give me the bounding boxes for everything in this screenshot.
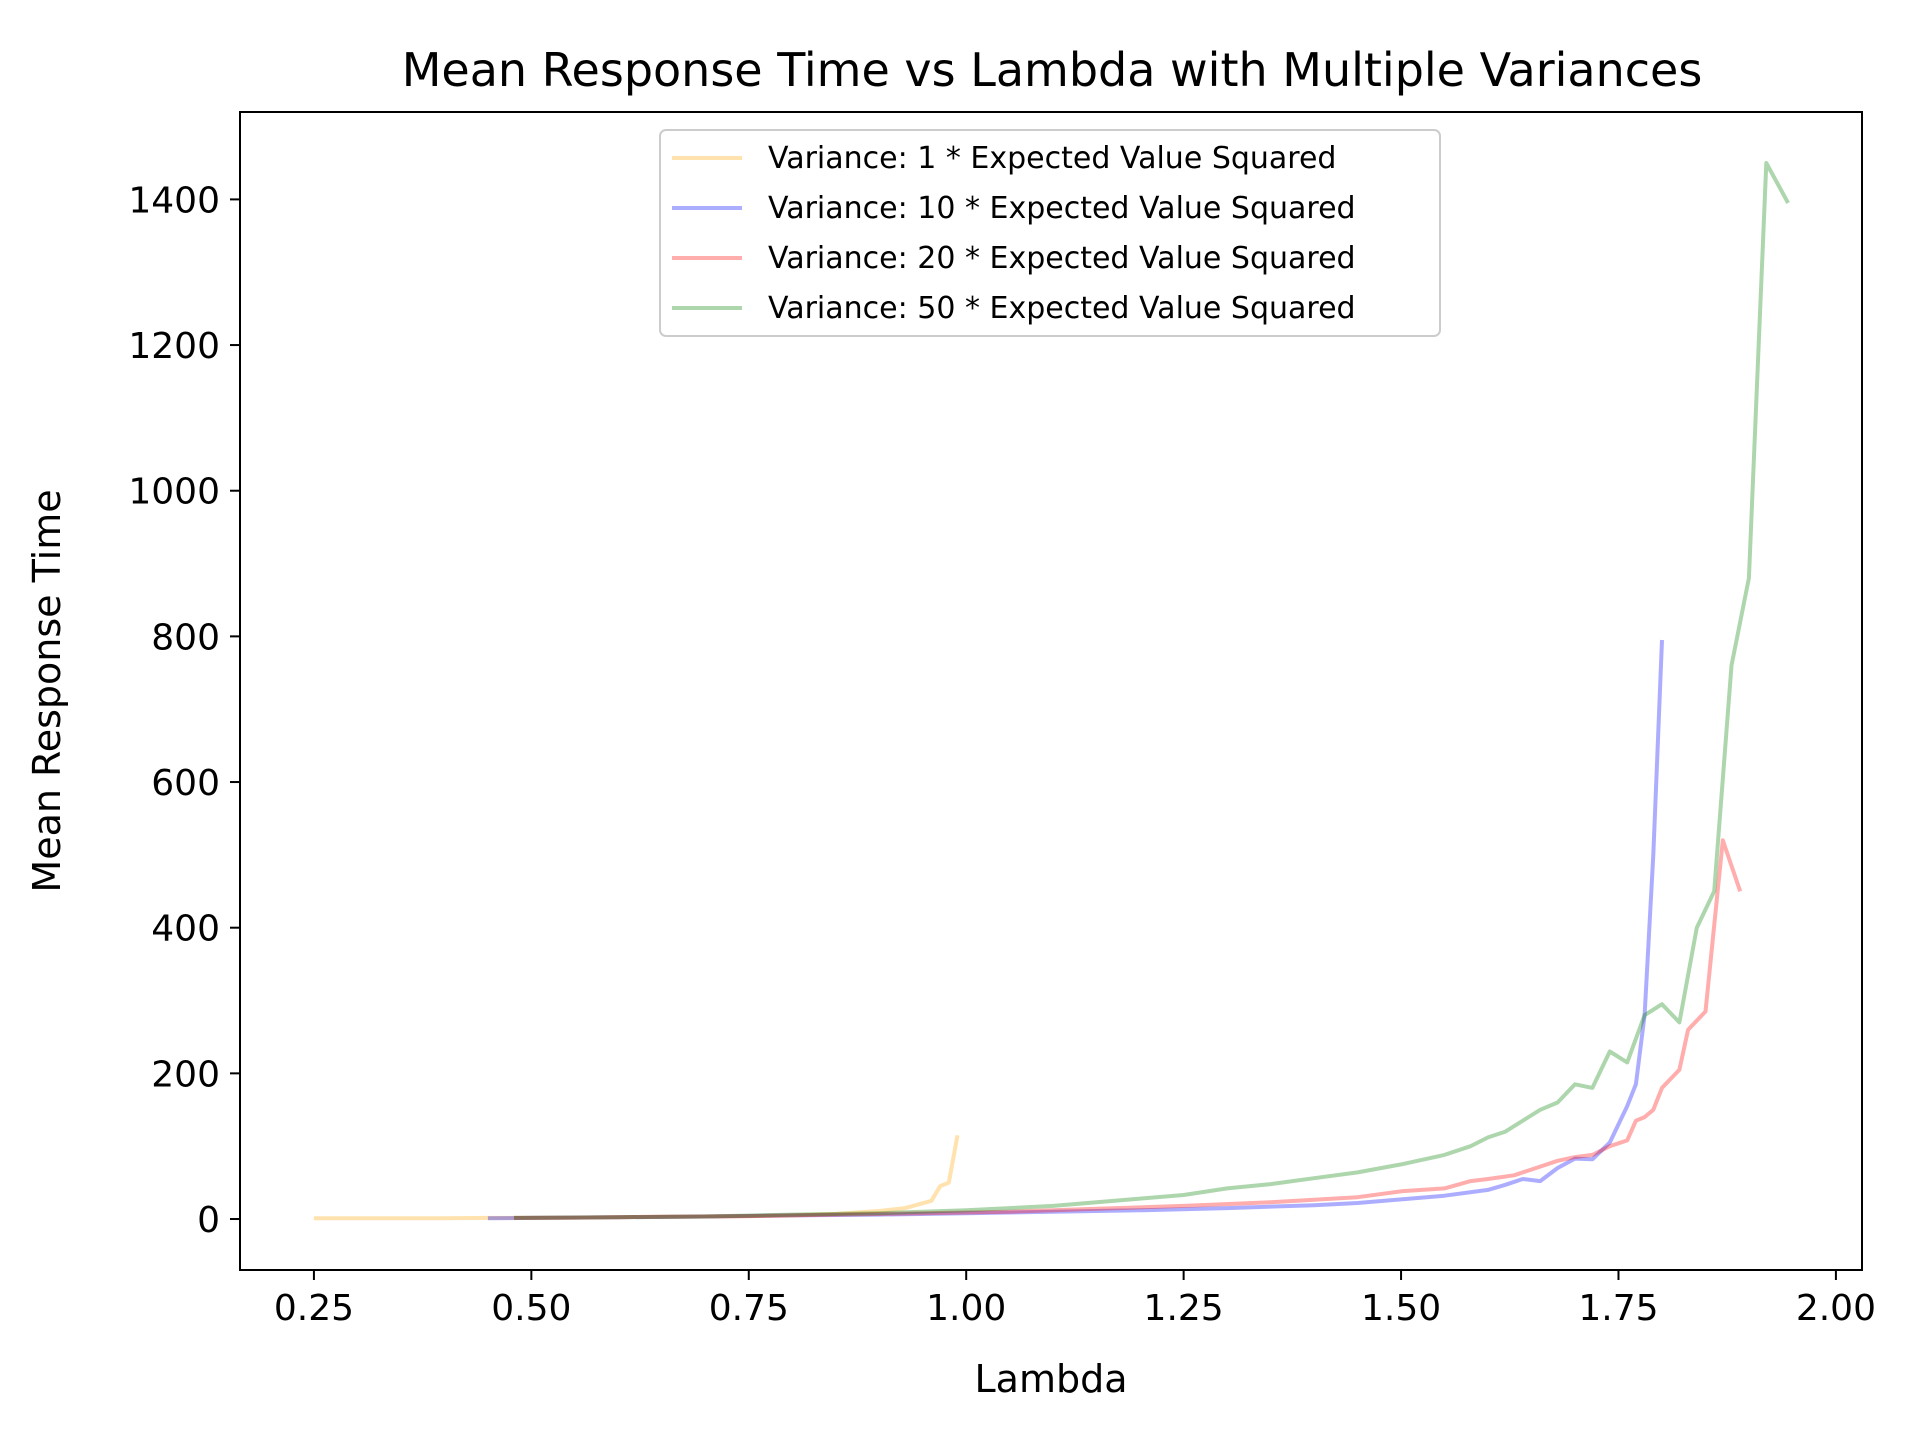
plot-series-group — [313, 161, 1790, 1221]
y-axis-label: Mean Response Time — [25, 489, 69, 892]
y-tick-label: 200 — [151, 1054, 220, 1095]
series-line-4 — [513, 161, 1790, 1220]
series-line-2 — [487, 639, 1664, 1221]
x-tick-label: 2.00 — [1796, 1288, 1876, 1329]
x-axis: 0.25 0.50 0.75 1.00 1.25 1.50 1.75 2.00 — [274, 1270, 1876, 1329]
x-tick-label: 0.75 — [709, 1288, 789, 1329]
legend-label-4: Variance: 50 * Expected Value Squared — [768, 291, 1356, 326]
legend-label-3: Variance: 20 * Expected Value Squared — [768, 241, 1356, 276]
series-line-3 — [513, 838, 1743, 1220]
x-tick-label: 1.25 — [1144, 1288, 1224, 1329]
y-tick-label: 600 — [151, 763, 220, 804]
y-axis: 0 200 400 600 800 1000 1200 1400 — [128, 180, 240, 1241]
x-tick-label: 1.50 — [1361, 1288, 1441, 1329]
x-tick-label: 1.00 — [926, 1288, 1006, 1329]
legend-label-2: Variance: 10 * Expected Value Squared — [768, 191, 1356, 226]
x-tick-label: 1.75 — [1578, 1288, 1658, 1329]
series-line-1 — [313, 1134, 960, 1221]
legend-box — [659, 129, 1441, 337]
y-tick-label: 0 — [197, 1200, 220, 1241]
y-tick-label: 1000 — [128, 472, 220, 513]
chart-title: Mean Response Time vs Lambda with Multip… — [402, 43, 1703, 97]
legend: Variance: 1 * Expected Value Squared Vari… — [659, 129, 1441, 337]
plot-area-frame — [239, 111, 1863, 1271]
y-tick-label: 1200 — [128, 326, 220, 367]
x-axis-label: Lambda — [974, 1357, 1127, 1401]
y-tick-label: 1400 — [128, 180, 220, 221]
x-tick-label: 0.50 — [491, 1288, 571, 1329]
y-tick-label: 400 — [151, 909, 220, 950]
x-tick-label: 0.25 — [274, 1288, 354, 1329]
legend-label-1: Variance: 1 * Expected Value Squared — [768, 141, 1336, 176]
y-tick-label: 800 — [151, 617, 220, 658]
